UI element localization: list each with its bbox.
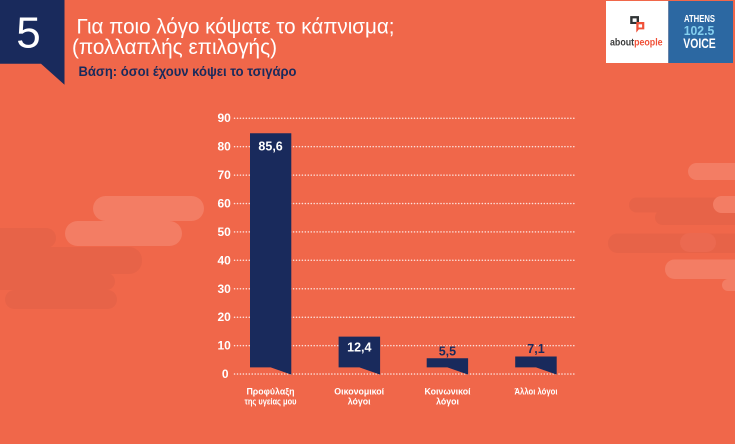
svg-text:λόγοι: λόγοι — [436, 397, 459, 407]
svg-text:Βάση: όσοι έχουν κόψει το τσιγ: Βάση: όσοι έχουν κόψει το τσιγάρο — [79, 64, 297, 79]
svg-text:50: 50 — [217, 225, 231, 239]
svg-text:Προφύλαξη: Προφύλαξη — [246, 387, 294, 397]
svg-text:85,6: 85,6 — [258, 139, 282, 153]
svg-text:70: 70 — [217, 168, 231, 182]
svg-text:10: 10 — [217, 339, 231, 353]
svg-text:5,5: 5,5 — [439, 345, 456, 359]
svg-text:80: 80 — [217, 140, 231, 154]
svg-text:0: 0 — [222, 367, 229, 381]
svg-text:90: 90 — [217, 111, 231, 125]
svg-text:της υγείας μου: της υγείας μου — [245, 397, 297, 407]
svg-text:ATHENS: ATHENS — [684, 14, 715, 25]
svg-text:30: 30 — [217, 282, 231, 296]
svg-text:60: 60 — [217, 197, 231, 211]
svg-text:Άλλοι λόγοι: Άλλοι λόγοι — [515, 387, 558, 397]
svg-text:5: 5 — [16, 9, 40, 58]
svg-text:(πολλαπλής επιλογής): (πολλαπλής επιλογής) — [72, 35, 277, 59]
svg-text:Κοινωνικοί: Κοινωνικοί — [424, 387, 471, 397]
svg-text:VOICE: VOICE — [683, 36, 716, 52]
svg-text:102.5: 102.5 — [684, 23, 715, 38]
svg-text:λόγοι: λόγοι — [348, 397, 371, 407]
svg-text:7,1: 7,1 — [527, 342, 544, 356]
svg-text:aboutpeople: aboutpeople — [610, 38, 663, 49]
svg-text:12,4: 12,4 — [347, 340, 371, 354]
svg-text:Οικονομικοί: Οικονομικοί — [334, 387, 384, 397]
svg-text:20: 20 — [217, 310, 231, 324]
svg-text:Για ποιο λόγο κόψατε το κάπνισ: Για ποιο λόγο κόψατε το κάπνισμα; — [77, 14, 395, 38]
svg-text:40: 40 — [217, 253, 231, 267]
